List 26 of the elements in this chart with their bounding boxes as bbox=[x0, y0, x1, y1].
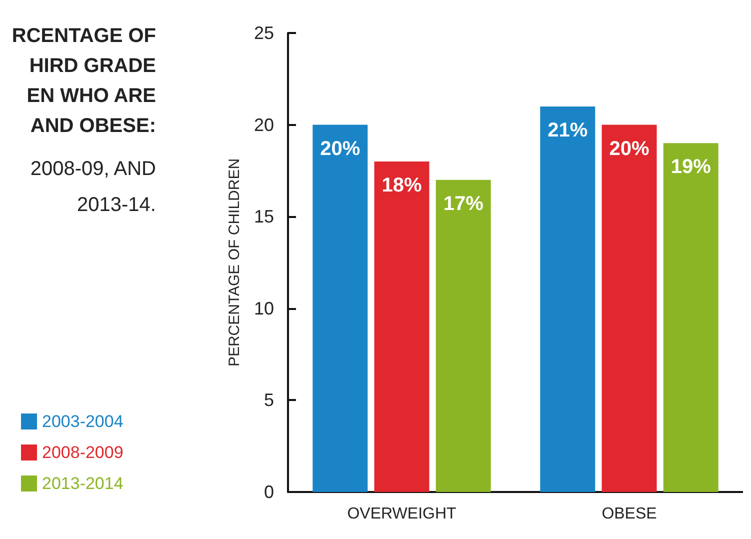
text: RCENTAGE OF HIRD GRADE EN WHO ARE AND OBESE: bbox=[12, 25, 156, 137]
bar bbox=[436, 180, 491, 492]
data-label: 21% bbox=[548, 119, 588, 142]
legend-label: 2013-2014 bbox=[42, 474, 124, 493]
y-tick-label: 25 bbox=[254, 23, 274, 43]
bar bbox=[602, 124, 657, 492]
data-label: 19% bbox=[670, 156, 712, 178]
y-tick-label: 5 bbox=[264, 390, 274, 410]
data-label: 20% bbox=[609, 138, 650, 160]
bar bbox=[663, 143, 718, 492]
data-label: 17% bbox=[443, 192, 484, 215]
y-tick-label: 20 bbox=[254, 114, 274, 135]
y-tick-label: 10 bbox=[254, 298, 274, 318]
data-label: 18% bbox=[382, 174, 422, 197]
y-tick-label: 15 bbox=[254, 206, 274, 227]
y-axis-title: PERCENTAGE OF CHILDREN bbox=[226, 158, 243, 367]
y-tick-label: 0 bbox=[264, 482, 274, 502]
x-tick-label: OVERWEIGHT bbox=[347, 506, 456, 522]
bar bbox=[374, 162, 430, 492]
bar bbox=[540, 106, 596, 492]
legend-label: 2008-2009 bbox=[42, 443, 124, 462]
text: 2008-09, AND 2013-14. bbox=[30, 158, 156, 216]
legend-label: 2003-2004 bbox=[42, 412, 124, 431]
data-label: 20% bbox=[320, 138, 360, 160]
bar bbox=[312, 124, 368, 492]
x-tick-label: OBESE bbox=[602, 506, 657, 522]
